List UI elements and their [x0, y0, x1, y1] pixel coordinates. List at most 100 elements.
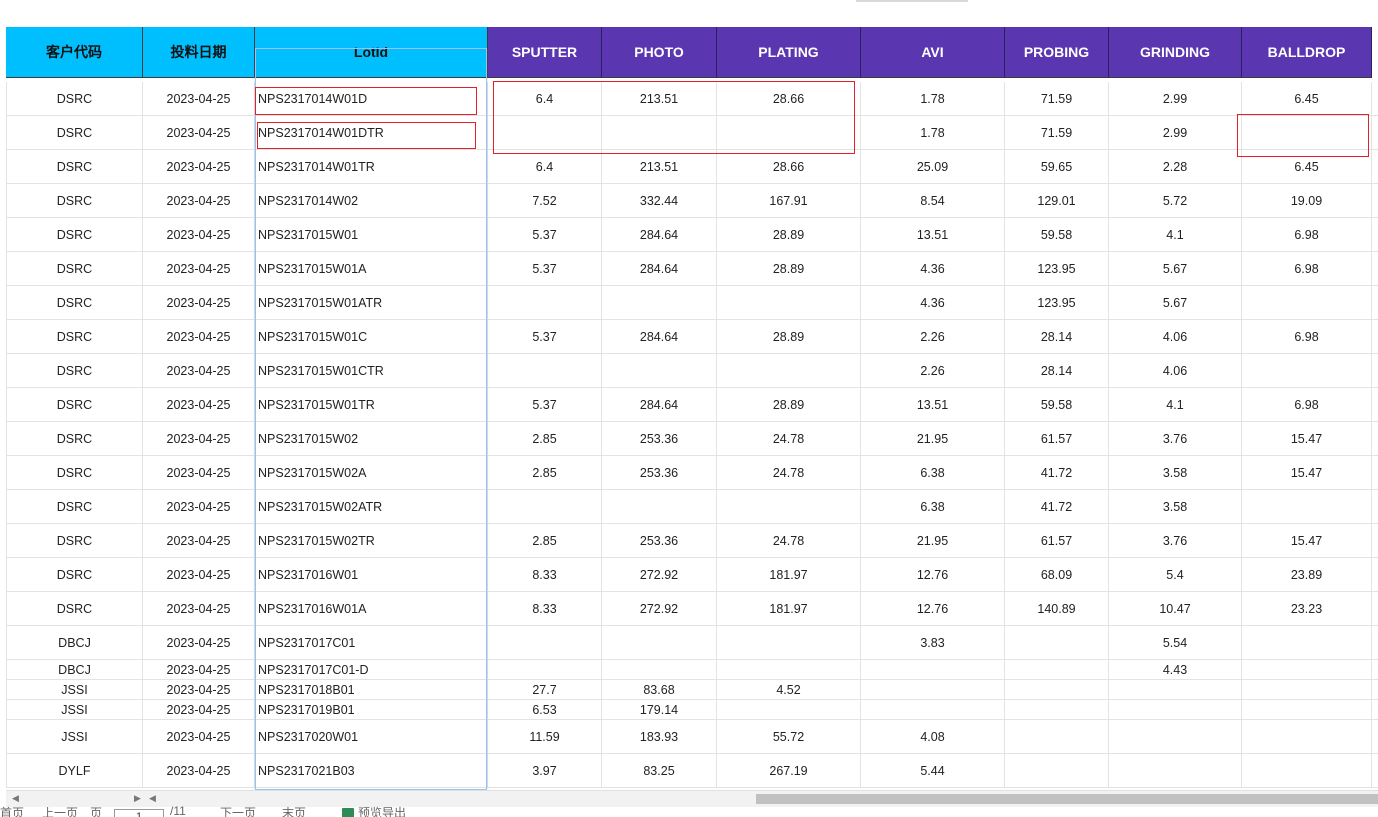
cell-sputter[interactable] [488, 660, 602, 679]
header-grinding[interactable]: GRINDING [1109, 27, 1242, 78]
cell-lot[interactable]: NPS2317019B01 [255, 700, 488, 719]
table-row[interactable]: DYLF 2023-04-25 NPS2317021B03 3.97 83.25 267.… [6, 754, 1378, 788]
cell-date[interactable]: 2023-04-25 [143, 218, 255, 251]
cell-plating[interactable] [717, 626, 861, 659]
cell-grinding[interactable]: 5.54 [1109, 626, 1242, 659]
cell-date[interactable]: 2023-04-25 [143, 388, 255, 421]
cell-plating[interactable]: 24.78 [717, 456, 861, 489]
cell-probing[interactable]: 68.09 [1005, 558, 1109, 591]
cell-sputter[interactable]: 27.7 [488, 680, 602, 699]
cell-probing[interactable]: 129.01 [1005, 184, 1109, 217]
cell-photo[interactable] [602, 660, 717, 679]
cell-photo[interactable] [602, 286, 717, 319]
cell-lot[interactable]: NPS2317014W01TR [255, 150, 488, 183]
cell-grinding[interactable]: 2.99 [1109, 82, 1242, 115]
cell-balldrop[interactable]: 6.45 [1242, 150, 1372, 183]
cell-customer[interactable]: DYLF [6, 754, 143, 787]
cell-customer[interactable]: JSSI [6, 700, 143, 719]
cell-avi[interactable]: 4.36 [861, 286, 1005, 319]
cell-customer[interactable]: DSRC [6, 184, 143, 217]
cell-avi[interactable]: 2.26 [861, 354, 1005, 387]
cell-avi[interactable]: 6.38 [861, 490, 1005, 523]
cell-probing[interactable] [1005, 754, 1109, 787]
cell-grinding[interactable]: 3.58 [1109, 456, 1242, 489]
cell-grinding[interactable]: 3.58 [1109, 490, 1242, 523]
cell-lot[interactable]: NPS2317017C01 [255, 626, 488, 659]
cell-avi[interactable]: 8.54 [861, 184, 1005, 217]
cell-grinding[interactable]: 4.43 [1109, 660, 1242, 679]
cell-avi[interactable]: 25.09 [861, 150, 1005, 183]
cell-sputter[interactable]: 6.4 [488, 150, 602, 183]
cell-photo[interactable]: 83.68 [602, 680, 717, 699]
cell-lot[interactable]: NPS2317015W01A [255, 252, 488, 285]
cell-photo[interactable]: 284.64 [602, 252, 717, 285]
cell-plating[interactable]: 28.89 [717, 252, 861, 285]
cell-plating[interactable]: 28.89 [717, 388, 861, 421]
cell-plating[interactable]: 167.91 [717, 184, 861, 217]
cell-avi[interactable]: 12.76 [861, 558, 1005, 591]
cell-balldrop[interactable]: 15.47 [1242, 456, 1372, 489]
header-balldrop[interactable]: BALLDROP [1242, 27, 1372, 78]
cell-date[interactable]: 2023-04-25 [143, 524, 255, 557]
cell-probing[interactable]: 28.14 [1005, 354, 1109, 387]
cell-balldrop[interactable] [1242, 354, 1372, 387]
cell-probing[interactable] [1005, 680, 1109, 699]
cell-lot[interactable]: NPS2317015W02 [255, 422, 488, 455]
cell-customer[interactable]: DSRC [6, 456, 143, 489]
cell-plating[interactable]: 55.72 [717, 720, 861, 753]
cell-customer[interactable]: DSRC [6, 354, 143, 387]
cell-customer[interactable]: DBCJ [6, 660, 143, 679]
export-button[interactable]: 预览导出 [358, 806, 407, 817]
cell-probing[interactable] [1005, 660, 1109, 679]
cell-date[interactable]: 2023-04-25 [143, 558, 255, 591]
cell-photo[interactable] [602, 116, 717, 149]
table-row[interactable]: JSSI 2023-04-25 NPS2317018B01 27.7 83.68 4.52 [6, 680, 1378, 700]
cell-photo[interactable]: 253.36 [602, 456, 717, 489]
cell-plating[interactable]: 181.97 [717, 592, 861, 625]
cell-grinding[interactable]: 5.4 [1109, 558, 1242, 591]
cell-customer[interactable]: DSRC [6, 116, 143, 149]
cell-grinding[interactable]: 3.76 [1109, 422, 1242, 455]
cell-date[interactable]: 2023-04-25 [143, 660, 255, 679]
cell-plating[interactable] [717, 490, 861, 523]
cell-photo[interactable]: 272.92 [602, 592, 717, 625]
cell-balldrop[interactable]: 23.23 [1242, 592, 1372, 625]
cell-balldrop[interactable] [1242, 286, 1372, 319]
prev-page-button[interactable]: 上一页 [42, 806, 79, 817]
cell-balldrop[interactable]: 15.47 [1242, 524, 1372, 557]
cell-date[interactable]: 2023-04-25 [143, 286, 255, 319]
cell-lot[interactable]: NPS2317020W01 [255, 720, 488, 753]
cell-lot[interactable]: NPS2317014W02 [255, 184, 488, 217]
cell-date[interactable]: 2023-04-25 [143, 422, 255, 455]
cell-customer[interactable]: JSSI [6, 720, 143, 753]
cell-balldrop[interactable] [1242, 680, 1372, 699]
cell-probing[interactable]: 71.59 [1005, 116, 1109, 149]
cell-plating[interactable]: 24.78 [717, 422, 861, 455]
cell-date[interactable]: 2023-04-25 [143, 490, 255, 523]
table-row[interactable]: DSRC 2023-04-25 NPS2317016W01A 8.33 272.92 18… [6, 592, 1378, 626]
cell-plating[interactable] [717, 286, 861, 319]
cell-balldrop[interactable] [1242, 700, 1372, 719]
cell-lot[interactable]: NPS2317015W01ATR [255, 286, 488, 319]
cell-photo[interactable]: 179.14 [602, 700, 717, 719]
cell-balldrop[interactable]: 6.98 [1242, 252, 1372, 285]
table-row[interactable]: DSRC 2023-04-25 NPS2317015W02A 2.85 253.36 24… [6, 456, 1378, 490]
cell-avi[interactable]: 21.95 [861, 524, 1005, 557]
cell-balldrop[interactable]: 19.09 [1242, 184, 1372, 217]
cell-avi[interactable]: 5.44 [861, 754, 1005, 787]
cell-balldrop[interactable] [1242, 660, 1372, 679]
cell-sputter[interactable] [488, 490, 602, 523]
cell-photo[interactable]: 213.51 [602, 150, 717, 183]
cell-plating[interactable] [717, 116, 861, 149]
cell-grinding[interactable] [1109, 680, 1242, 699]
cell-grinding[interactable] [1109, 700, 1242, 719]
first-page-button[interactable]: 首页 [0, 806, 25, 817]
cell-photo[interactable] [602, 490, 717, 523]
cell-lot[interactable]: NPS2317015W02A [255, 456, 488, 489]
table-row[interactable]: DSRC 2023-04-25 NPS2317016W01 8.33 272.92 181… [6, 558, 1378, 592]
cell-photo[interactable] [602, 354, 717, 387]
cell-grinding[interactable]: 5.67 [1109, 252, 1242, 285]
cell-sputter[interactable]: 5.37 [488, 218, 602, 251]
cell-sputter[interactable] [488, 286, 602, 319]
cell-probing[interactable]: 59.58 [1005, 388, 1109, 421]
